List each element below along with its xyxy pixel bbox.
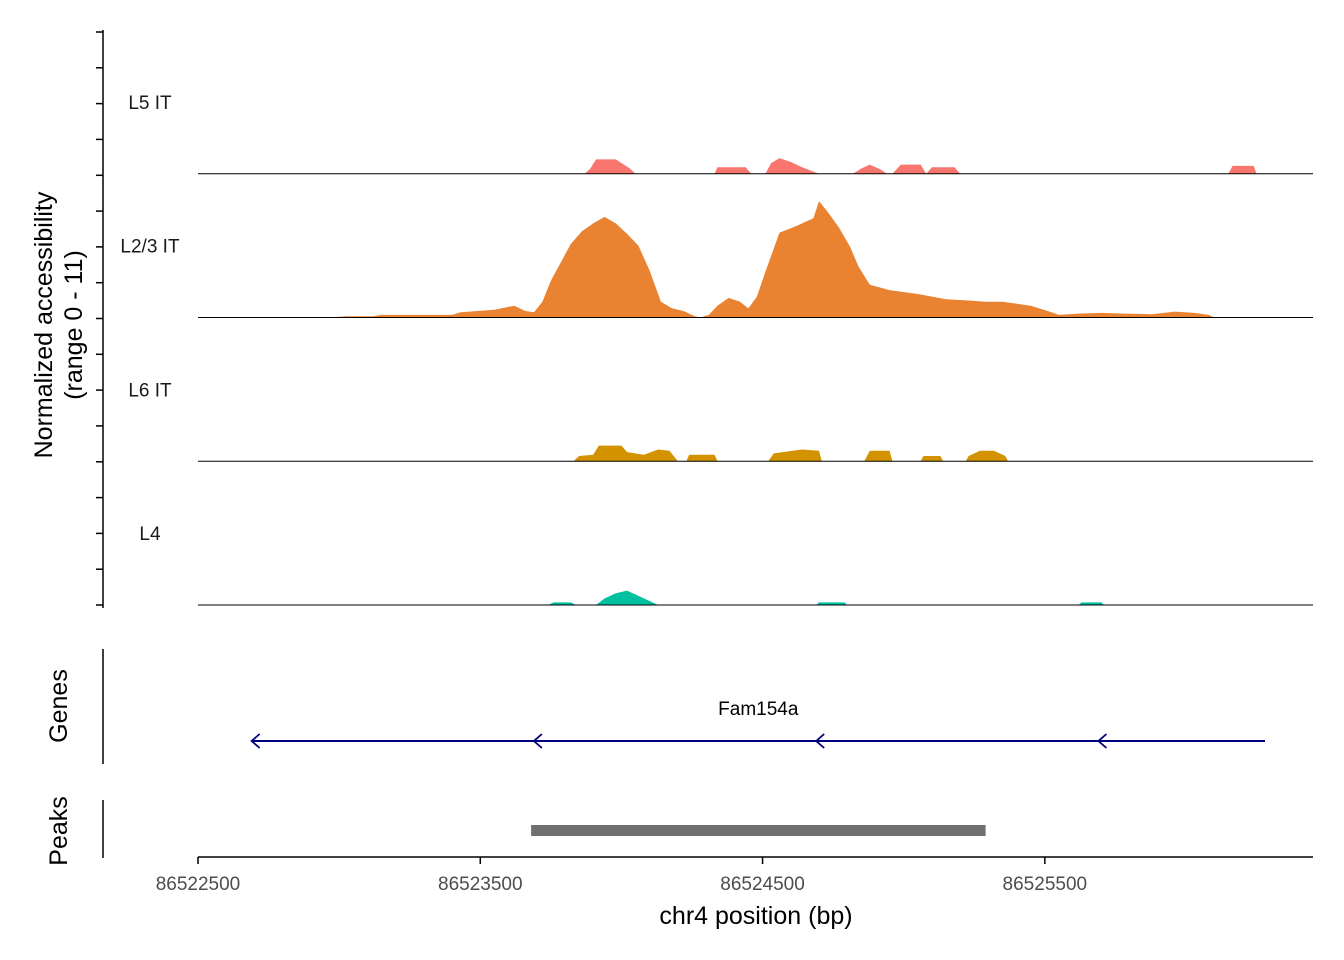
track-area xyxy=(548,590,1105,605)
track-label: L5 IT xyxy=(128,93,172,114)
peaks-track[interactable] xyxy=(531,825,986,836)
strand-arrow xyxy=(250,733,261,749)
peak-region[interactable] xyxy=(531,825,986,836)
peaks-panel-title: Peaks xyxy=(45,796,73,865)
track-l2-3-it: L2/3 IT xyxy=(120,201,1313,318)
track-area xyxy=(584,158,1257,174)
coverage-y-ticks xyxy=(96,31,103,606)
gene-label[interactable]: Fam154a xyxy=(718,699,799,720)
strand-arrow xyxy=(814,733,825,749)
track-area xyxy=(330,201,1215,318)
x-axis-ticks: 86522500 86523500 86524500 86525500 xyxy=(156,857,1087,895)
track-label: L2/3 IT xyxy=(120,237,180,258)
track-label: L4 xyxy=(139,524,161,545)
x-tick-label: 86525500 xyxy=(1003,874,1088,895)
track-l4: L4 xyxy=(139,524,1313,606)
strand-arrow xyxy=(1097,733,1108,749)
genes-panel-title: Genes xyxy=(45,669,73,743)
x-tick-label: 86523500 xyxy=(438,874,523,895)
strand-arrow xyxy=(532,733,543,749)
track-l5-it: L5 IT xyxy=(128,93,1313,175)
track-label: L6 IT xyxy=(128,380,172,401)
x-tick-label: 86524500 xyxy=(720,874,805,895)
coverage-tracks: L5 IT L2/3 IT L6 IT L4 xyxy=(120,93,1313,606)
track-l6-it: L6 IT xyxy=(128,380,1313,462)
gene-track[interactable] xyxy=(250,733,1266,749)
y-axis-title: Normalized accessibility xyxy=(30,191,58,458)
track-area xyxy=(573,445,1009,462)
x-axis-title: chr4 position (bp) xyxy=(659,902,852,930)
x-tick-label: 86522500 xyxy=(156,874,241,895)
y-axis-title-range: (range 0 - 11) xyxy=(60,250,88,400)
